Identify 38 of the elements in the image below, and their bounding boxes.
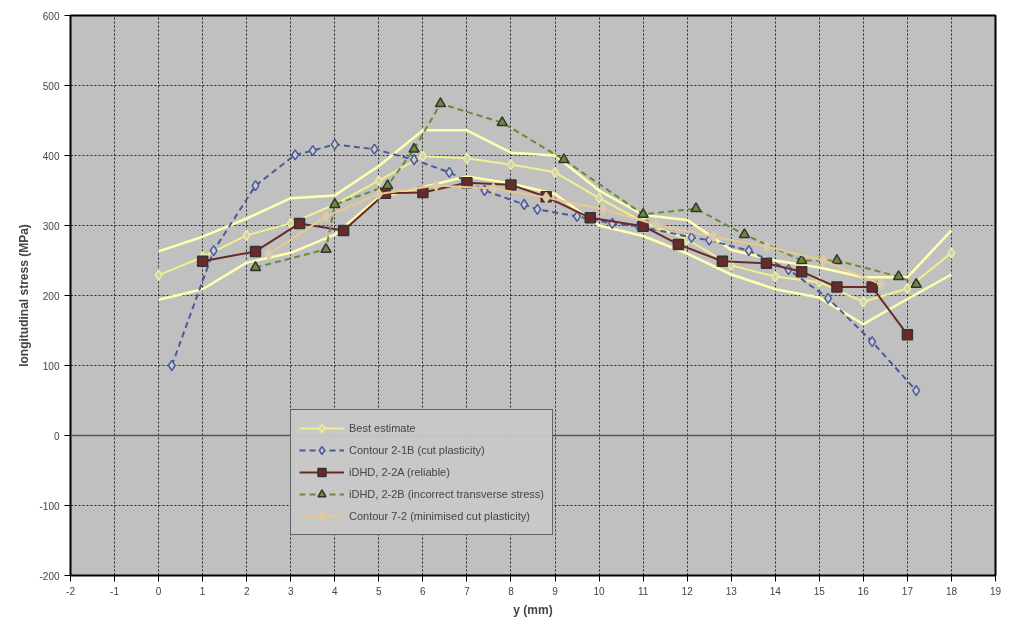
legend-label: Contour 2-1B (cut plasticity) xyxy=(349,444,485,456)
y-tick-label: 100 xyxy=(42,360,60,372)
x-tick-label: 4 xyxy=(332,585,338,597)
y-tick-label: -200 xyxy=(39,570,60,582)
x-tick-label: 9 xyxy=(552,585,559,597)
x-tick-label: 12 xyxy=(681,585,694,597)
x-tick-label: 14 xyxy=(769,585,782,597)
y-tick-label: 200 xyxy=(42,290,60,302)
y-tick-label: 0 xyxy=(53,430,60,442)
x-tick-label: 6 xyxy=(420,585,427,597)
x-tick-label: 0 xyxy=(155,585,162,597)
x-tick-label: 13 xyxy=(725,585,738,597)
x-tick-label: 10 xyxy=(593,585,606,597)
x-tick-label: 1 xyxy=(199,585,206,597)
y-axis-title: longitudinal stress (MPa) xyxy=(17,224,32,367)
legend-label: Contour 7-2 (minimised cut plasticity) xyxy=(349,510,530,522)
y-tick-label: 500 xyxy=(42,80,60,92)
x-tick-label: 3 xyxy=(287,585,294,597)
y-tick-label: 400 xyxy=(42,150,60,162)
legend-label: iDHD, 2-2A (reliable) xyxy=(349,466,450,478)
x-tick-label: 8 xyxy=(508,585,515,597)
legend-label: Best estimate xyxy=(349,422,416,434)
x-tick-label: -2 xyxy=(66,585,76,597)
x-tick-label: 11 xyxy=(637,585,649,597)
y-tick-label: -100 xyxy=(39,500,60,512)
y-tick-label: 600 xyxy=(42,10,60,22)
x-tick-label: 7 xyxy=(464,585,471,597)
x-axis-title: y (mm) xyxy=(513,602,553,617)
y-tick-label: 300 xyxy=(42,220,60,232)
x-tick-label: 18 xyxy=(945,585,958,597)
x-tick-label: 2 xyxy=(243,585,250,597)
x-tick-label: 15 xyxy=(813,585,826,597)
x-tick-label: -1 xyxy=(110,585,120,597)
x-tick-label: 19 xyxy=(989,585,1002,597)
x-tick-label: 17 xyxy=(901,585,914,597)
legend-label: iDHD, 2-2B (incorrect transverse stress) xyxy=(349,488,544,500)
x-tick-label: 5 xyxy=(376,585,383,597)
x-tick-label: 16 xyxy=(857,585,870,597)
